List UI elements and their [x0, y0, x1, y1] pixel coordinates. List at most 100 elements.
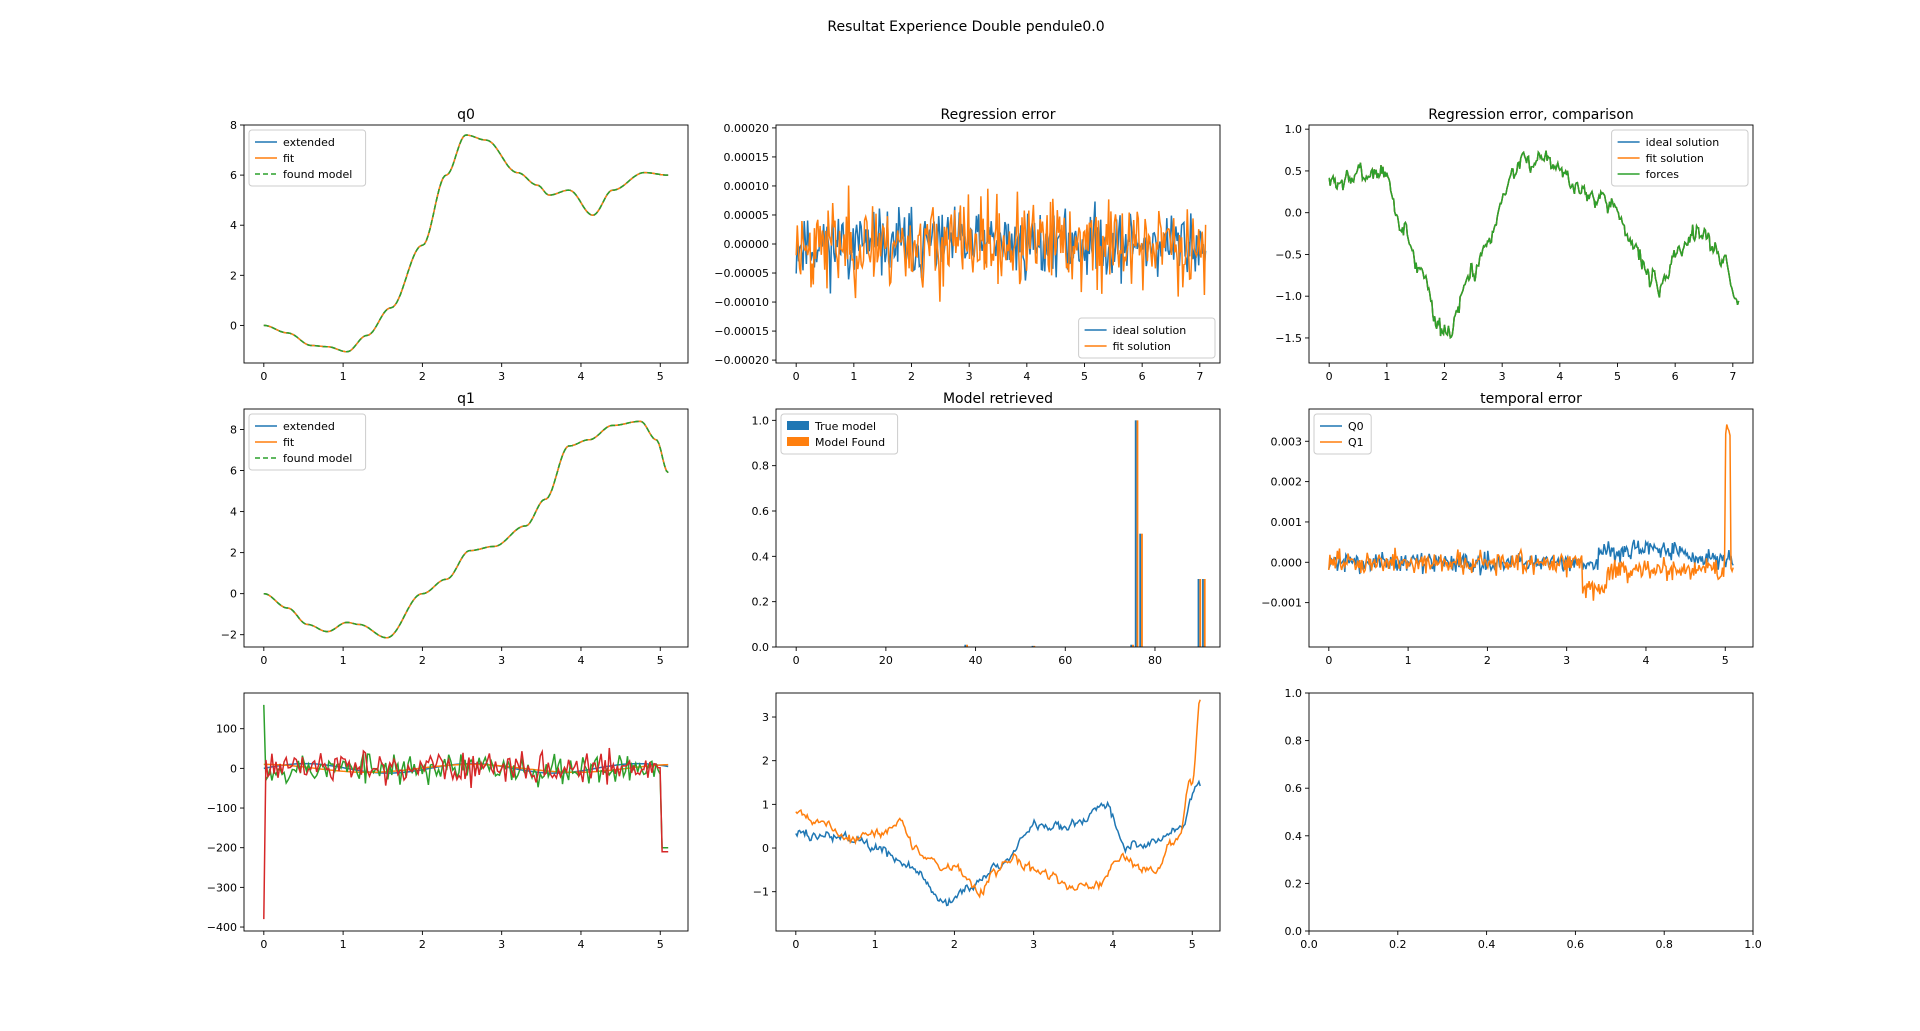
y-tick-label: 1.0 — [752, 414, 770, 427]
legend-label: fit solution — [1646, 152, 1704, 165]
x-tick-label: 3 — [498, 370, 505, 383]
series-line-found-model — [263, 420, 669, 639]
y-tick-label: 0.003 — [1271, 435, 1303, 448]
x-tick-label: 1 — [872, 938, 879, 951]
legend-label: Q0 — [1348, 420, 1364, 433]
x-tick-label: 4 — [577, 654, 584, 667]
y-tick-label: −2 — [221, 629, 237, 642]
legend-swatch — [787, 437, 809, 446]
x-tick-label: 0 — [1326, 370, 1333, 383]
bar-model-found — [1141, 533, 1143, 647]
legend-reg: ideal solution fit solution — [1078, 317, 1216, 359]
plot-area-forces2 — [795, 699, 1201, 907]
axes-empty: 0.0 0.2 0.4 0.6 0.8 1.0 0.0 0.2 0.4 0.6 0.8 1.0 — [1285, 687, 1762, 951]
x-tick-label: 5 — [657, 654, 664, 667]
bar-model-found — [1033, 645, 1036, 647]
axes-title: q0 — [457, 107, 475, 123]
y-tick-label: 0.001 — [1271, 516, 1303, 529]
series-line-found-model — [263, 134, 669, 353]
x-tick-label: 60 — [1058, 654, 1072, 667]
plot-area-q0 — [263, 134, 669, 353]
y-tick-label: 2 — [762, 755, 769, 768]
x-tick-label: 2 — [419, 370, 426, 383]
y-tick-label: −0.00015 — [714, 325, 769, 338]
y-tick-label: 0.6 — [1285, 782, 1303, 795]
x-tick-label: 0.0 — [1300, 938, 1318, 951]
x-tick-label: 2 — [951, 938, 958, 951]
x-tick-label: 0 — [260, 370, 267, 383]
legend-label: fit — [283, 152, 295, 165]
axes-frame — [1308, 692, 1754, 932]
x-tick-label: 2 — [1484, 654, 1491, 667]
axes-cmp: 0 1 2 3 4 5 6 7 −1.5 −1.0 −0.5 0.0 0.5 1.0 Regression … — [1275, 107, 1754, 383]
y-tick-label: −0.00005 — [714, 267, 769, 280]
x-tick-label: 5 — [1614, 370, 1621, 383]
y-tick-label: 0.00015 — [724, 151, 770, 164]
axes-q1: 0 1 2 3 4 5 −2 0 2 4 6 8 q1 extended fit found model — [221, 391, 689, 667]
bar-model-found — [1199, 579, 1202, 647]
y-tick-label: 3 — [762, 711, 769, 724]
legend-label: Model Found — [815, 436, 885, 449]
x-tick-label: 1 — [850, 370, 857, 383]
y-tick-label: −1.5 — [1275, 332, 1302, 345]
plot-area-acc — [263, 704, 669, 920]
y-tick-label: 1.0 — [1285, 123, 1303, 136]
x-tick-label: 6 — [1672, 370, 1679, 383]
y-tick-label: 0.2 — [752, 596, 770, 609]
x-tick-label: 0.4 — [1478, 938, 1496, 951]
x-tick-label: 2 — [908, 370, 915, 383]
axes-title: Regression error — [941, 107, 1056, 123]
bar-true-model — [1031, 645, 1034, 647]
y-tick-label: −1 — [753, 886, 769, 899]
y-tick-label: 2 — [230, 547, 237, 560]
x-tick-label: 4 — [1023, 370, 1030, 383]
x-tick-label: 3 — [1563, 654, 1570, 667]
x-tick-label: 4 — [1642, 654, 1649, 667]
series-line-forces — [1328, 150, 1740, 340]
bar-model-found — [1203, 579, 1206, 647]
y-tick-label: 0.00020 — [724, 122, 770, 135]
y-tick-label: −300 — [207, 881, 237, 894]
y-tick-label: 0.0 — [752, 641, 770, 654]
x-tick-label: 1 — [340, 370, 347, 383]
y-tick-label: 0.5 — [1285, 165, 1303, 178]
plot-area-q1 — [263, 420, 669, 639]
legend-label: forces — [1646, 168, 1680, 181]
series-line-2 — [263, 704, 669, 849]
plot-area-cmp — [1328, 150, 1740, 340]
x-tick-label: 3 — [966, 370, 973, 383]
x-tick-label: 1 — [1405, 654, 1412, 667]
x-tick-label: 1 — [340, 938, 347, 951]
bar-true-model — [1139, 533, 1142, 647]
axes-frame — [1308, 124, 1754, 364]
axes-frame — [243, 124, 689, 364]
y-tick-label: 0 — [230, 319, 237, 332]
x-tick-label: 4 — [577, 370, 584, 383]
y-tick-label: 0.6 — [752, 505, 770, 518]
bar-true-model — [1134, 420, 1137, 647]
x-tick-label: 1.0 — [1744, 938, 1762, 951]
x-tick-label: 3 — [498, 654, 505, 667]
x-tick-label: 0 — [792, 938, 799, 951]
y-tick-label: 6 — [230, 169, 237, 182]
y-tick-label: −0.00010 — [714, 296, 769, 309]
x-tick-label: 0 — [793, 654, 800, 667]
legend-label: fit solution — [1113, 340, 1171, 353]
x-tick-label: 0 — [260, 654, 267, 667]
x-tick-label: 3 — [498, 938, 505, 951]
legend-box — [1611, 129, 1749, 187]
x-tick-label: 80 — [1148, 654, 1162, 667]
x-tick-label: 3 — [1030, 938, 1037, 951]
x-tick-label: 0.2 — [1389, 938, 1407, 951]
plot-area-reg — [795, 185, 1207, 302]
x-tick-label: 4 — [1109, 938, 1116, 951]
axes-model: 0 20 40 60 80 0.0 0.2 0.4 0.6 0.8 1.0 Model retriev… — [752, 391, 1221, 667]
y-tick-label: −100 — [207, 802, 237, 815]
x-tick-label: 2 — [419, 938, 426, 951]
y-tick-label: 6 — [230, 465, 237, 478]
y-tick-label: 0.00005 — [724, 209, 770, 222]
x-tick-label: 5 — [657, 938, 664, 951]
y-tick-label: −200 — [207, 842, 237, 855]
